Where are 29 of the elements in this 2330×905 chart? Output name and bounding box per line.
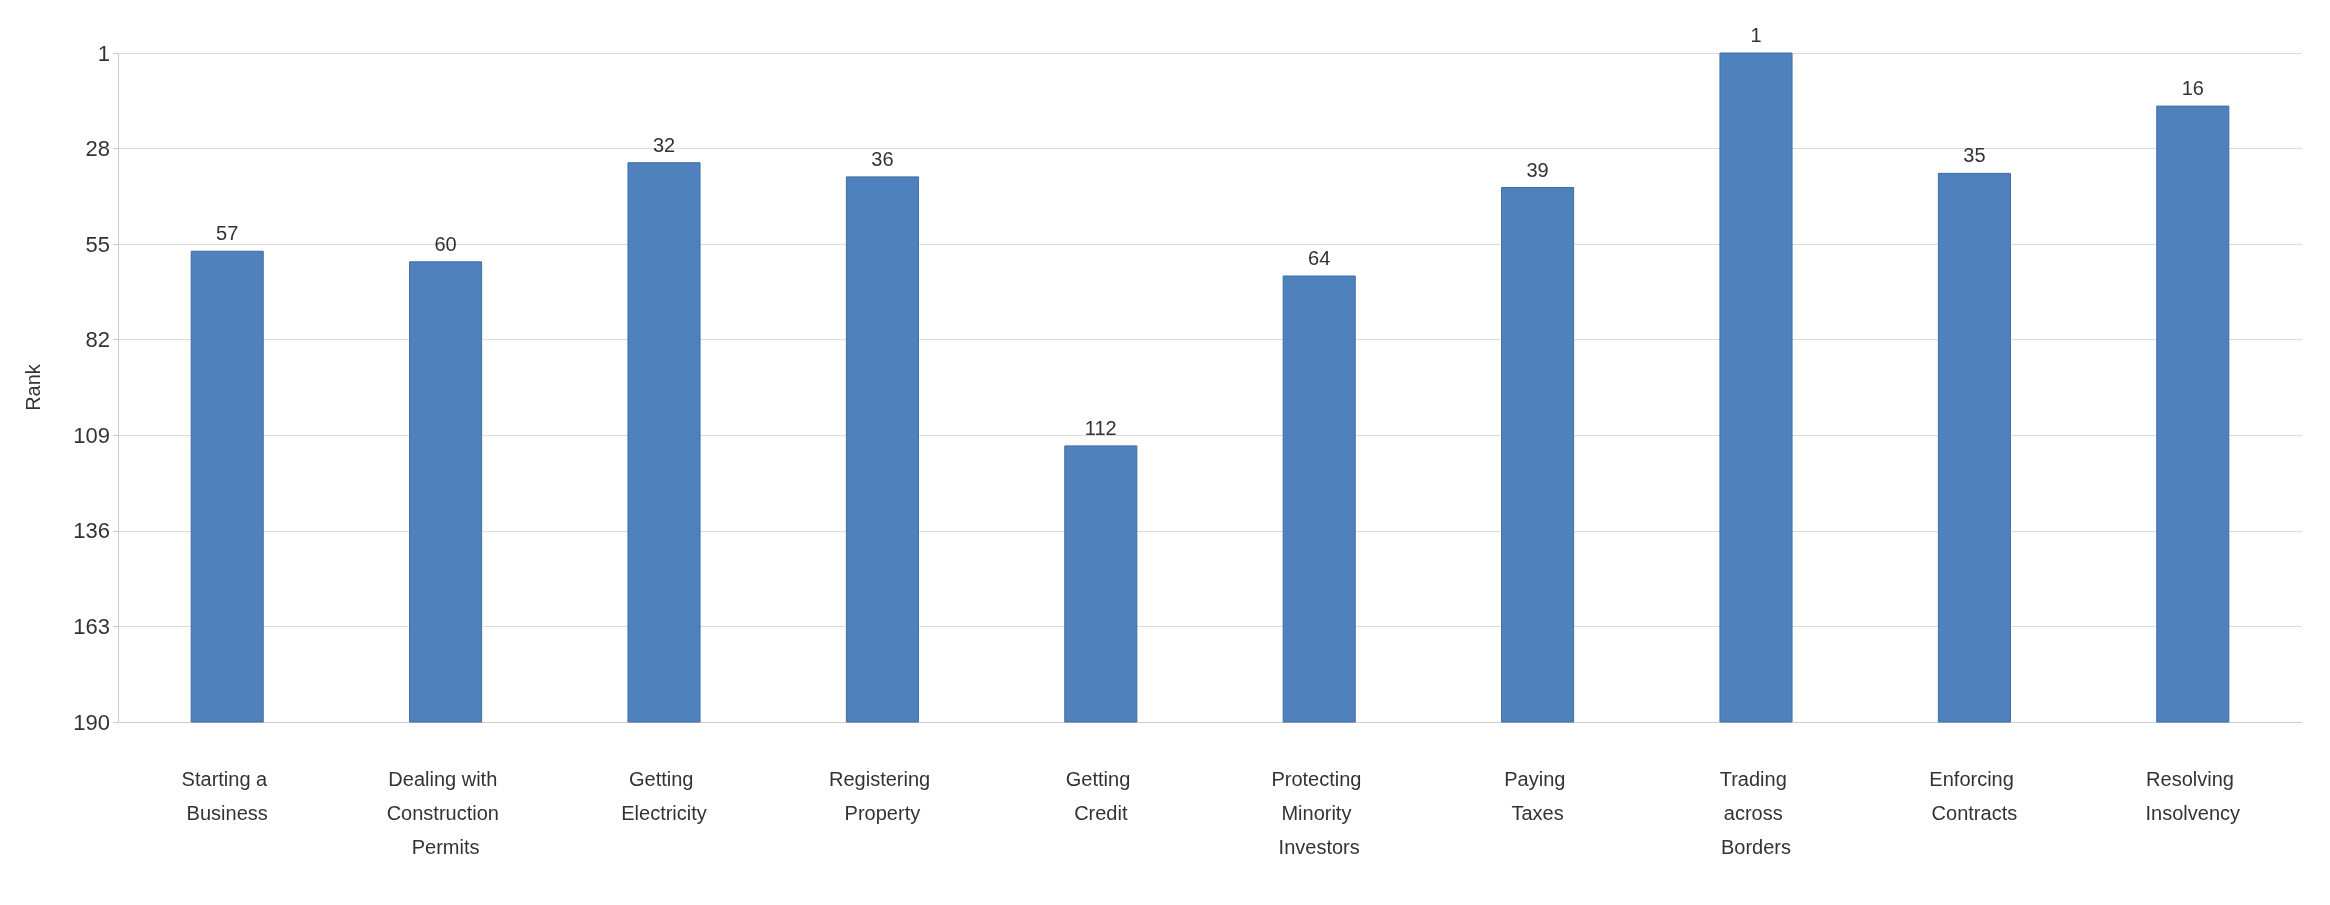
x-tick-label: Trading across Borders [1719,768,1793,858]
y-tick-label: 190 [73,709,110,735]
y-tick-label: 136 [73,518,110,544]
data-label: 64 [1308,247,1331,269]
x-tick-label: Protecting Minority Investors [1271,768,1367,858]
data-label: 57 [216,222,239,245]
x-tick-label: Starting a Business [181,768,273,824]
data-label: 39 [1526,158,1549,181]
x-tick-label: Registering Property [829,768,936,824]
data-label: 1 [1750,24,1762,46]
data-label: 16 [2181,77,2204,100]
y-tick-label: 55 [85,231,110,257]
data-label: 35 [1963,144,1986,167]
x-tick-label: Resolving Insolvency [2145,768,2241,824]
data-label: 112 [1084,416,1117,439]
y-tick-label: 82 [85,327,110,353]
x-tick-label: Dealing with Construction Permits [386,768,505,858]
data-label: 36 [871,147,894,170]
y-tick-label: 163 [73,613,110,639]
x-tick-label: Getting Electricity [621,768,707,824]
data-label: 32 [652,133,676,156]
y-tick-label: 1 [97,40,110,66]
y-tick-label: 28 [85,136,110,162]
data-label: 60 [434,232,457,255]
x-tick-label: Enforcing Contracts [1929,768,2020,824]
x-tick-label: Getting Credit [1065,768,1136,824]
y-tick-label: 109 [73,422,110,448]
y-axis-title: Rank [22,363,44,411]
x-tick-label: Paying Taxes [1504,768,1571,824]
